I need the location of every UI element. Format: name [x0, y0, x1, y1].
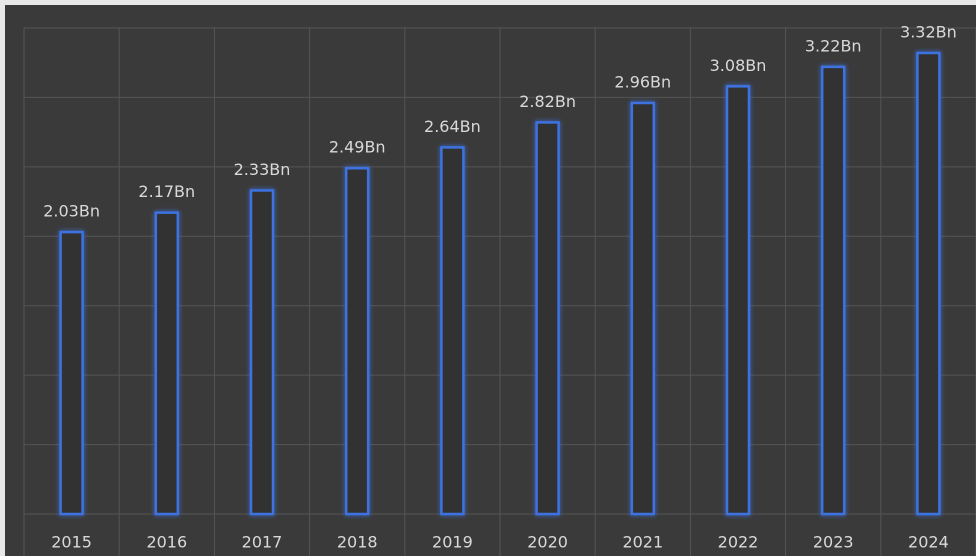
x-tick-label: 2024 [908, 533, 949, 552]
data-label: 2.03Bn [43, 202, 100, 221]
bar [344, 166, 370, 516]
x-tick-label: 2016 [146, 533, 187, 552]
data-label: 3.32Bn [900, 22, 957, 41]
data-label: 2.49Bn [329, 138, 386, 157]
bar [535, 121, 560, 516]
top-border [0, 0, 976, 5]
bar [725, 85, 751, 516]
x-tick-label: 2021 [622, 533, 663, 552]
data-label: 2.82Bn [519, 92, 576, 111]
data-label: 3.22Bn [805, 36, 862, 55]
x-tick-label: 2017 [242, 533, 283, 552]
bar [630, 101, 656, 516]
bar [154, 211, 180, 516]
data-label: 2.96Bn [614, 72, 671, 91]
data-label: 2.17Bn [138, 182, 195, 201]
x-tick-label: 2022 [718, 533, 759, 552]
bar [820, 65, 846, 516]
data-label: 2.64Bn [424, 117, 481, 136]
x-tick-label: 2015 [51, 533, 92, 552]
bar [249, 189, 275, 516]
bar [59, 230, 84, 516]
bar [440, 146, 465, 516]
x-tick-label: 2020 [527, 533, 568, 552]
data-label: 2.33Bn [234, 160, 291, 179]
data-label: 3.08Bn [710, 56, 767, 75]
left-border [0, 0, 5, 556]
x-tick-label: 2018 [337, 533, 378, 552]
bar [916, 51, 941, 516]
x-tick-label: 2019 [432, 533, 473, 552]
x-tick-label: 2023 [813, 533, 854, 552]
